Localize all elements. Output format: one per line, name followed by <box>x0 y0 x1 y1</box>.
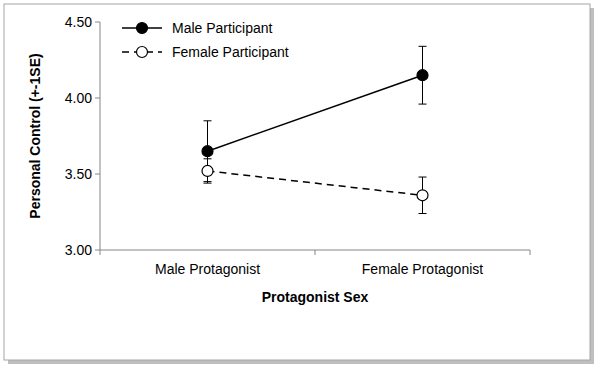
series-line <box>208 75 423 151</box>
y-tick <box>95 98 100 99</box>
x-tick-label: Male Protagonist <box>155 261 260 277</box>
y-tick-label: 3.00 <box>65 242 92 258</box>
y-tick <box>95 22 100 23</box>
data-point <box>202 146 213 157</box>
x-tick-label: Female Protagonist <box>362 261 484 277</box>
plot-marks <box>202 46 428 213</box>
y-tick-label: 3.50 <box>65 166 92 182</box>
chart: 3.00 3.50 4.00 4.50 Male Protagonist Female P… <box>0 0 600 371</box>
legend: Male Participant Female Participant <box>122 20 289 60</box>
legend-label: Male Participant <box>172 20 272 36</box>
x-tick <box>315 250 316 255</box>
legend-marker <box>137 47 148 58</box>
data-point <box>417 190 428 201</box>
frame <box>4 4 590 360</box>
y-tick-label: 4.50 <box>65 14 92 30</box>
y-tick <box>95 174 100 175</box>
legend-label: Female Participant <box>172 44 289 60</box>
x-axis-label: Protagonist Sex <box>262 289 369 305</box>
y-tick-label: 4.00 <box>65 90 92 106</box>
data-point <box>417 70 428 81</box>
x-tick <box>530 250 531 255</box>
series-line <box>208 171 423 195</box>
y-tick <box>95 250 100 251</box>
data-point <box>202 165 213 176</box>
x-tick <box>100 250 101 255</box>
y-axis-label: Personal Control (+-1SE) <box>27 53 43 218</box>
legend-marker <box>137 23 148 34</box>
y-axis <box>100 22 101 250</box>
